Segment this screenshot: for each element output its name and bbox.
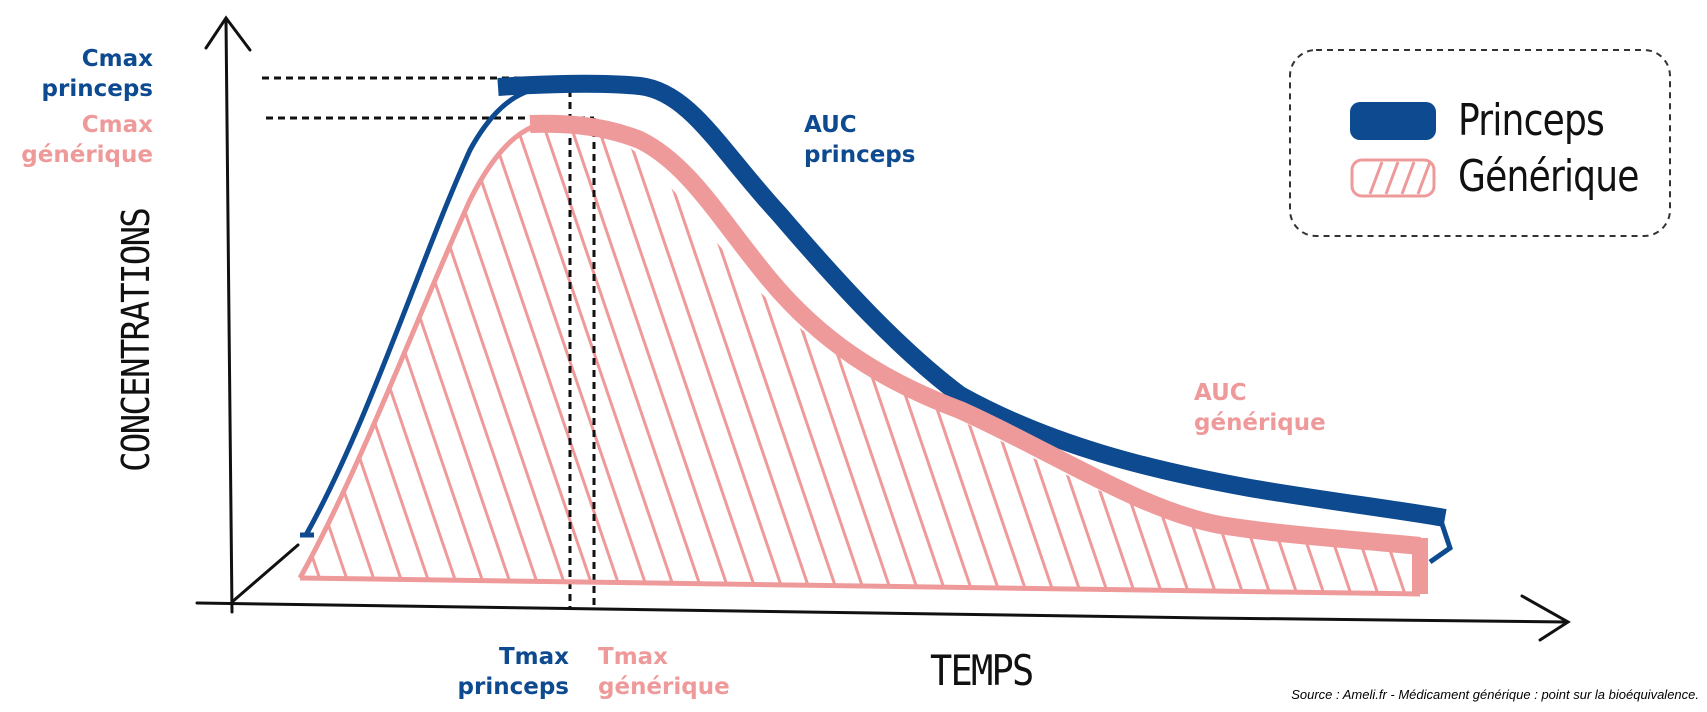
hatch-line bbox=[857, 121, 1031, 594]
y-axis-arrow bbox=[204, 15, 252, 52]
princeps-curve-inner bbox=[303, 83, 561, 537]
hatch-line bbox=[300, 121, 464, 594]
princeps-baseline-end bbox=[300, 511, 1453, 565]
hatch-line bbox=[300, 121, 437, 594]
legend-swatch-generique bbox=[1350, 158, 1436, 198]
legend-swatch-princeps bbox=[1350, 102, 1436, 140]
axes bbox=[195, 15, 1571, 642]
legend-label-princeps: Princeps bbox=[1458, 95, 1605, 146]
hatch-line bbox=[300, 121, 329, 594]
auc-generique-label: AUC générique bbox=[1194, 380, 1326, 436]
hatch-line bbox=[776, 121, 950, 594]
legend-box bbox=[1289, 49, 1671, 237]
hatch-line bbox=[452, 121, 626, 594]
generique-curve bbox=[529, 114, 1421, 555]
cmax-princeps-label: Cmax princeps bbox=[41, 46, 153, 102]
hatch-line bbox=[911, 121, 1085, 594]
hatch-line bbox=[614, 121, 788, 594]
hatch-line bbox=[344, 121, 518, 594]
hatch-line bbox=[560, 121, 734, 594]
princeps-curve bbox=[497, 74, 1447, 527]
hatch-line bbox=[587, 121, 761, 594]
generique-base-line bbox=[299, 575, 1421, 597]
generique-baseline bbox=[297, 119, 561, 580]
hatch-line bbox=[300, 121, 383, 594]
legend-label-generique: Générique bbox=[1458, 151, 1639, 202]
origin-diagonal bbox=[230, 543, 300, 604]
y-axis-label: CONCENTRATIONS bbox=[114, 208, 158, 473]
hatch-line bbox=[965, 121, 1139, 594]
x-axis-arrow bbox=[1520, 594, 1571, 642]
x-axis-label: TEMPS bbox=[930, 646, 1034, 695]
hatch-line bbox=[641, 121, 815, 594]
hatch-line bbox=[300, 121, 410, 594]
auc-princeps-label: AUC princeps bbox=[804, 112, 916, 168]
x-axis bbox=[195, 601, 1569, 624]
source-note: Source : Ameli.fr - Médicament générique… bbox=[1291, 687, 1699, 702]
hatch-line bbox=[479, 121, 653, 594]
y-axis bbox=[224, 18, 234, 614]
hatch-line bbox=[992, 121, 1166, 594]
tmax-generique-label: Tmax générique bbox=[598, 644, 730, 700]
hatch-line bbox=[1019, 121, 1193, 594]
cmax-generique-label: Cmax générique bbox=[21, 112, 153, 168]
hatch-line bbox=[533, 121, 707, 594]
hatch-line bbox=[938, 121, 1112, 594]
tmax-princeps-label: Tmax princeps bbox=[457, 644, 569, 700]
